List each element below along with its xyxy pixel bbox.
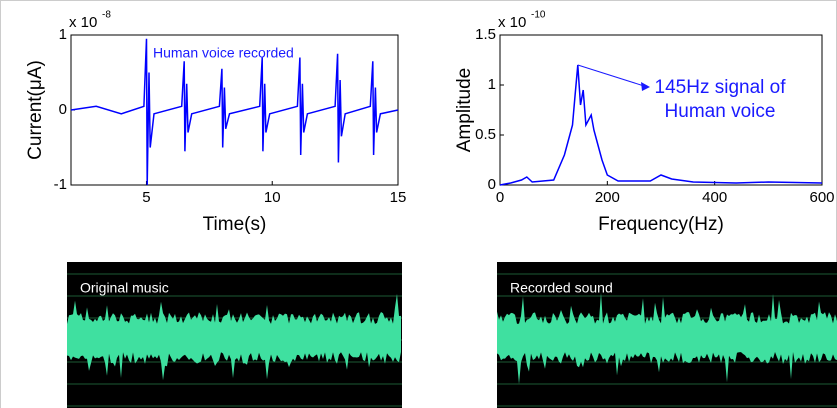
figure: 51015-101x 10-8Time(s)Current(μA)Human v… [0,0,837,408]
annotation: Human voice recorded [153,45,294,61]
scale-label: x 10 [498,14,526,31]
x-tick-label: 5 [142,189,150,206]
annotation: Human voice [665,101,776,122]
annotation: 145Hz signal of [655,77,787,98]
y-tick-label: 0.5 [475,126,496,143]
x-tick-label: 10 [264,189,281,206]
scale-label: x 10 [69,14,97,31]
x-tick-label: 200 [595,189,620,206]
x-axis-label: Frequency(Hz) [598,214,724,235]
y-axis-label: Current(μA) [25,60,46,160]
waveform-label: Recorded sound [510,280,613,296]
y-tick-label: 0 [59,101,67,118]
y-tick-label: -1 [54,176,67,193]
x-tick-label: 0 [496,189,504,206]
y-axis-label: Amplitude [454,68,475,153]
waveform-label: Original music [80,280,169,296]
x-tick-label: 15 [390,189,407,206]
scale-exponent: -8 [102,10,111,21]
y-tick-label: 1 [59,26,67,43]
x-tick-label: 600 [809,189,834,206]
scale-exponent: -10 [531,10,546,21]
y-tick-label: 1.5 [475,26,496,43]
y-tick-label: 1 [488,76,496,93]
y-tick-label: 0 [488,176,496,193]
x-tick-label: 400 [702,189,727,206]
x-axis-label: Time(s) [203,214,267,235]
